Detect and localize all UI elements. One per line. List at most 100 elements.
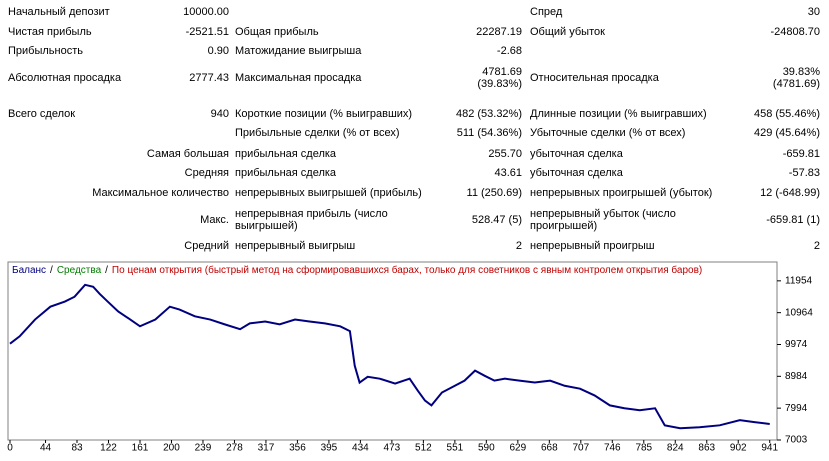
plot-frame xyxy=(7,261,778,441)
x-tick-label: 44 xyxy=(40,443,52,454)
report-row: Абсолютная просадка 2777.43 Максимальная п… xyxy=(0,64,829,92)
report-label: непрерывный убыток (число проигрышей) xyxy=(530,208,676,232)
report-label: Чистая прибыль xyxy=(8,26,92,38)
x-tick-label: 863 xyxy=(698,443,715,454)
report-label: Максимальная просадка xyxy=(235,72,362,84)
report-label: Относительная просадка xyxy=(530,72,659,84)
report-label: Короткие позиции (% выигравших) xyxy=(235,108,413,120)
report-row: Средняя прибыльная сделка 43.61 убыточная с… xyxy=(0,165,829,181)
x-tick-label: 0 xyxy=(7,443,13,454)
x-tick-label: 356 xyxy=(289,443,306,454)
x-tick-label: 941 xyxy=(761,443,778,454)
x-tick-label: 317 xyxy=(258,443,275,454)
report-label: Общий убыток xyxy=(530,26,605,38)
report-value: 10000.00 xyxy=(183,6,229,18)
x-tick-label: 668 xyxy=(541,443,558,454)
report-value-line: 4781.69 xyxy=(482,66,522,78)
report-label: непрерывных проигрышей (убыток) xyxy=(530,187,713,199)
report-label: Убыточные сделки (% от всех) xyxy=(530,127,686,139)
report-label: прибыльная сделка xyxy=(235,167,337,179)
report-row: Всего сделок 940 Короткие позиции (% выигр… xyxy=(0,106,829,122)
report-label: непрерывный выигрыш xyxy=(235,240,356,252)
report-label: Абсолютная просадка xyxy=(8,72,122,84)
x-tick-label: 239 xyxy=(195,443,212,454)
report-label: Длинные позиции (% выигравших) xyxy=(530,108,707,120)
report-row: Самая большая прибыльная сделка 255.70 убыт… xyxy=(0,146,829,162)
report-row: Начальный депозит 10000.00 Спред 30 xyxy=(0,4,829,20)
y-tick-label: 11954 xyxy=(785,275,813,286)
report-value: 12 (-648.99) xyxy=(760,187,820,199)
x-tick-label: 161 xyxy=(132,443,149,454)
x-tick-label: 785 xyxy=(635,443,652,454)
report-cell: 39.83% (4781.69) xyxy=(730,64,820,92)
report-row: Прибыльность 0.90 Матожидание выигрыша -2.6… xyxy=(0,43,829,59)
report-label: Всего сделок xyxy=(8,108,76,120)
x-tick-label: 551 xyxy=(447,443,464,454)
report-value: -659.81 xyxy=(782,148,820,160)
x-tick-label: 83 xyxy=(71,443,83,454)
x-tick-label: 122 xyxy=(100,443,117,454)
balance-line xyxy=(9,283,770,430)
x-tick-label: 902 xyxy=(730,443,747,454)
legend-item: / xyxy=(50,265,53,276)
report-value: 30 xyxy=(807,6,820,18)
y-tick-label: 9974 xyxy=(785,339,808,350)
report-value: -24808.70 xyxy=(770,26,820,38)
report-label: убыточная сделка xyxy=(530,167,623,179)
legend-item: / xyxy=(105,265,108,276)
report-row: Средний непрерывный выигрыш 2 непрерывный п… xyxy=(0,238,829,254)
report-value: 482 (53.32%) xyxy=(455,108,522,120)
x-tick-label: 746 xyxy=(604,443,621,454)
report-value: 2 xyxy=(515,240,522,252)
report-value: 0.90 xyxy=(207,45,229,57)
report-value: 511 (54.36%) xyxy=(456,127,522,139)
report-value: -659.81 (1) xyxy=(766,214,820,226)
report-value: Самая большая xyxy=(146,148,229,160)
x-tick-label: 629 xyxy=(509,443,526,454)
report-label: непрерывный проигрыш xyxy=(530,240,655,252)
report-label: убыточная сделка xyxy=(530,148,623,160)
report-value: Макс. xyxy=(200,214,229,226)
x-tick-label: 395 xyxy=(321,443,338,454)
report-label: Прибыльность xyxy=(8,45,83,57)
report-label: непрерывная прибыль (число выигрышей) xyxy=(235,208,388,232)
x-tick-label: 434 xyxy=(352,443,369,454)
legend-item: Средства xyxy=(57,265,102,276)
x-tick-label: 590 xyxy=(478,443,495,454)
report-value-line: (39.83%) xyxy=(477,78,522,90)
legend-item: Баланс xyxy=(12,265,46,276)
x-tick-label: 473 xyxy=(384,443,401,454)
report-label: Спред xyxy=(530,6,563,18)
report-row: Прибыльные сделки (% от всех) 511 (54.36%… xyxy=(0,125,829,141)
report-row: Макс. непрерывная прибыль (число выигрыше… xyxy=(0,206,829,234)
legend: Баланс / Средства / По ценам открытия (быстр… xyxy=(12,264,702,276)
report-value: 429 (45.64%) xyxy=(753,127,820,139)
report-value: -57.83 xyxy=(788,167,820,179)
report-value: 528.47 (5) xyxy=(471,214,522,226)
legend-item: По ценам открытия (быстрый метод на сфор… xyxy=(112,264,702,276)
report-label: непрерывных выигрышей (прибыль) xyxy=(235,187,422,199)
report-value: 2 xyxy=(813,240,820,252)
report-label: Начальный депозит xyxy=(8,6,110,18)
report-value: 458 (55.46%) xyxy=(753,108,820,120)
report-value: Максимальное количество xyxy=(92,187,229,199)
report-row: Максимальное количество непрерывных выигр… xyxy=(0,185,829,201)
x-tick-label: 824 xyxy=(667,443,684,454)
report-value: 255.70 xyxy=(488,148,522,160)
x-tick-label: 278 xyxy=(226,443,243,454)
y-tick-label: 10964 xyxy=(785,307,813,318)
report-cell: 4781.69 (39.83%) xyxy=(430,64,522,92)
report-value: Средний xyxy=(184,240,229,252)
y-tick-label: 8984 xyxy=(785,371,808,382)
x-tick-label: 200 xyxy=(163,443,180,454)
x-tick-label: 512 xyxy=(415,443,432,454)
report-value: -2.68 xyxy=(496,45,522,57)
x-tick-label: 707 xyxy=(572,443,589,454)
report-value: 22287.19 xyxy=(476,26,522,38)
report-value-line: (4781.69) xyxy=(772,78,820,90)
y-tick-label: 7994 xyxy=(785,403,808,414)
report-label: Общая прибыль xyxy=(235,26,319,38)
report-value: Средняя xyxy=(184,167,229,179)
